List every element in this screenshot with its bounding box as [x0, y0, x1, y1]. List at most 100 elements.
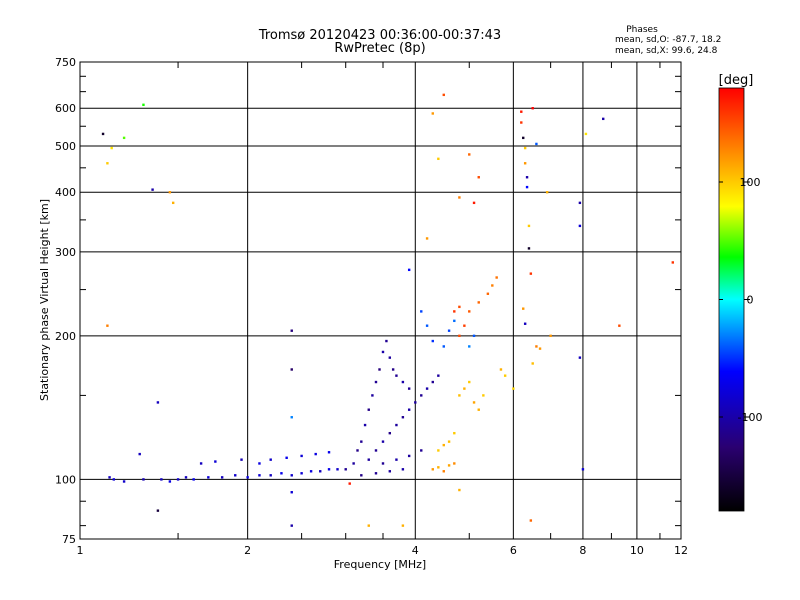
- data-point-3-29: [520, 110, 523, 113]
- data-point-1-8: [378, 368, 381, 371]
- y-tick-label-1: 100: [55, 473, 76, 486]
- data-point-2-20: [495, 276, 498, 279]
- data-point-3-40: [535, 142, 538, 146]
- data-point-1-13: [395, 374, 398, 377]
- data-point-1-3: [360, 440, 363, 443]
- data-point-3-45: [549, 334, 552, 338]
- data-point-1-30: [407, 454, 411, 458]
- x-tick-label-3: 6: [510, 544, 517, 557]
- colorbar: [718, 87, 745, 512]
- y-tick-label-2: 200: [55, 330, 76, 343]
- data-point-3-14: [290, 491, 293, 494]
- data-point-1-29: [395, 458, 398, 461]
- data-point-2-35: [535, 345, 538, 348]
- data-point-3-35: [525, 185, 529, 189]
- data-point-3-36: [527, 224, 531, 228]
- data-point-2-28: [425, 324, 429, 327]
- data-point-0-17: [300, 472, 303, 475]
- data-point-2-16: [468, 310, 471, 313]
- data-point-1-35: [401, 468, 405, 471]
- data-point-3-8: [171, 201, 175, 205]
- data-point-3-9: [156, 401, 160, 404]
- data-point-3-49: [581, 468, 585, 471]
- x-tick-label-5: 10: [630, 544, 644, 557]
- data-point-1-15: [407, 387, 411, 390]
- data-point-0-23: [214, 460, 217, 463]
- data-point-3-7: [168, 191, 172, 194]
- data-point-0-12: [246, 476, 249, 479]
- data-point-3-1: [106, 162, 109, 165]
- data-point-1-20: [395, 423, 398, 427]
- phase-info-x: mean, sd,X: 99.6, 24.8: [615, 46, 718, 56]
- colorbar-tick-label-1: 0: [747, 294, 754, 307]
- data-point-0-14: [269, 474, 272, 477]
- y-tick-label-5: 500: [55, 140, 76, 153]
- data-point-2-31: [472, 334, 476, 338]
- data-point-3-18: [401, 524, 405, 527]
- data-point-3-15: [290, 524, 293, 527]
- data-point-3-20: [425, 237, 429, 240]
- data-point-0-22: [199, 462, 203, 465]
- data-point-2-7: [447, 440, 451, 443]
- data-point-2-37: [531, 362, 534, 365]
- data-point-0-16: [290, 474, 293, 477]
- data-point-0-10: [220, 476, 224, 479]
- data-point-1-14: [401, 380, 405, 384]
- data-point-3-11: [290, 329, 293, 332]
- chart-subtitle: RwPretec (8p): [334, 41, 425, 56]
- data-point-2-12: [458, 334, 461, 338]
- data-point-3-30: [520, 121, 523, 124]
- x-tick-label-0: 1: [77, 544, 84, 557]
- data-point-1-24: [420, 394, 423, 397]
- data-point-3-12: [290, 368, 293, 371]
- data-point-3-26: [472, 201, 476, 205]
- data-point-0-29: [314, 452, 317, 456]
- data-point-3-4: [106, 324, 109, 327]
- data-point-1-9: [381, 350, 385, 354]
- data-point-2-6: [442, 443, 445, 447]
- data-point-3-22: [437, 157, 440, 161]
- data-point-2-27: [431, 339, 434, 343]
- data-point-0-30: [327, 451, 331, 454]
- data-point-2-11: [468, 380, 471, 384]
- data-point-3-27: [477, 176, 480, 179]
- data-point-3-44: [545, 191, 549, 194]
- colorbar-ticks: 100 0 -100: [719, 176, 762, 424]
- data-point-3-13: [290, 416, 293, 419]
- data-point-3-19: [407, 268, 411, 272]
- data-point-1-27: [437, 374, 440, 377]
- data-point-1-1: [352, 462, 355, 465]
- data-point-0-5: [168, 480, 172, 483]
- data-point-2-36: [538, 347, 542, 350]
- data-point-3-38: [529, 272, 533, 275]
- data-point-2-8: [453, 431, 456, 435]
- data-point-2-25: [447, 329, 451, 332]
- data-point-3-43: [529, 519, 533, 522]
- data-point-0-24: [240, 458, 243, 461]
- data-point-3-0: [101, 132, 105, 136]
- y-tick-label-6: 600: [55, 102, 76, 115]
- data-point-0-28: [300, 454, 303, 458]
- data-point-0-21: [336, 468, 339, 471]
- data-point-2-5: [437, 449, 440, 452]
- data-point-3-53: [671, 261, 675, 264]
- data-point-0-2: [122, 480, 126, 483]
- data-point-3-10: [156, 509, 160, 512]
- y-tick-label-4: 400: [55, 186, 76, 199]
- data-point-3-52: [618, 324, 621, 327]
- data-point-3-2: [110, 146, 113, 150]
- data-point-1-2: [356, 449, 359, 452]
- data-point-1-10: [385, 339, 388, 343]
- data-point-3-39: [531, 107, 534, 110]
- data-point-1-34: [388, 470, 392, 473]
- data-point-2-9: [458, 394, 461, 397]
- y-tick-label-3: 300: [55, 246, 76, 259]
- data-point-1-17: [374, 449, 378, 452]
- data-point-2-33: [503, 374, 507, 377]
- x-tick-label-4: 8: [579, 544, 586, 557]
- data-point-3-48: [578, 356, 582, 359]
- data-point-0-13: [258, 474, 261, 477]
- data-point-1-18: [381, 440, 385, 443]
- data-point-1-7: [374, 380, 378, 384]
